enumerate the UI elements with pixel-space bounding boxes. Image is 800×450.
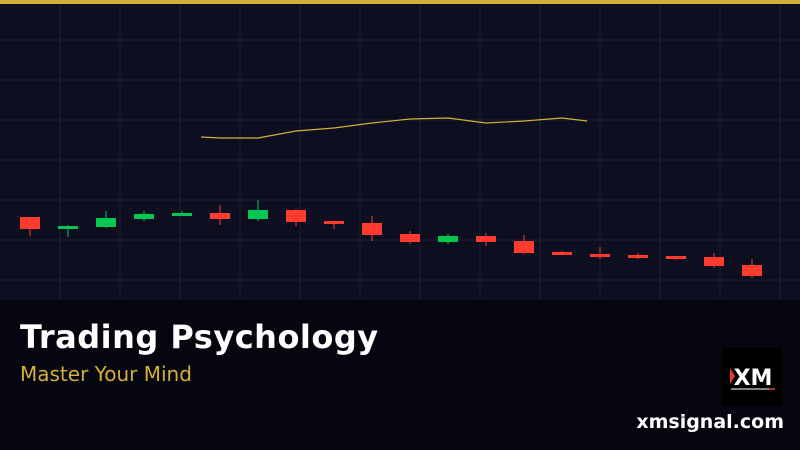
candle-down bbox=[20, 217, 40, 229]
caption-panel bbox=[0, 300, 800, 450]
candle-up bbox=[58, 226, 78, 229]
candle-down bbox=[742, 265, 762, 276]
xm-logo: XM bbox=[722, 348, 782, 406]
candle-down bbox=[552, 252, 572, 255]
website-url: xmsignal.com bbox=[636, 411, 784, 433]
moving-average-line bbox=[200, 117, 588, 139]
candle-up bbox=[248, 210, 268, 219]
candle-down bbox=[514, 241, 534, 253]
subtitle: Master Your Mind bbox=[20, 362, 192, 386]
candle-down bbox=[476, 236, 496, 242]
candle-down bbox=[704, 257, 724, 266]
candle-up bbox=[96, 218, 116, 227]
candle-down bbox=[286, 210, 306, 222]
svg-text:XM: XM bbox=[734, 366, 773, 391]
top-accent-bar bbox=[0, 0, 800, 4]
candle-down bbox=[628, 255, 648, 258]
page-title: Trading Psychology bbox=[20, 318, 379, 356]
candle-up bbox=[134, 214, 154, 219]
candle-down bbox=[590, 254, 610, 257]
candle-up bbox=[438, 236, 458, 242]
candle-down bbox=[362, 223, 382, 235]
candle-down bbox=[666, 256, 686, 259]
candle-down bbox=[324, 221, 344, 224]
candlestick-chart bbox=[0, 4, 800, 300]
candle-up bbox=[172, 213, 192, 216]
candle-down bbox=[400, 234, 420, 242]
candle-down bbox=[210, 213, 230, 219]
